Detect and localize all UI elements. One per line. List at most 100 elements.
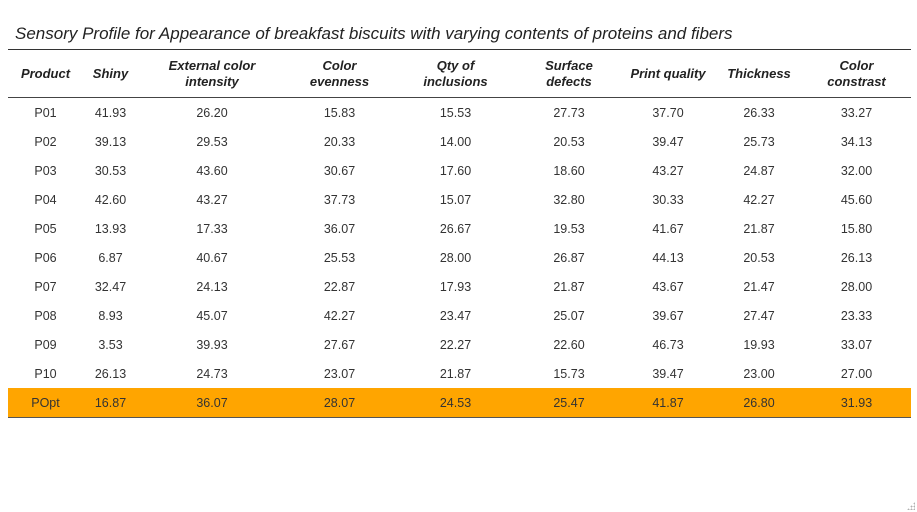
value-cell: 28.00 [439,250,472,265]
value-cell: 39.47 [652,366,684,381]
product-cell: POpt [8,388,83,418]
value-cell: 41.87 [620,388,716,418]
value-cell: 22.60 [553,337,585,352]
value-cell: 32.47 [94,279,127,294]
value-cell: 23.47 [439,308,472,323]
value-cell: 17.60 [439,163,472,178]
value-cell: 15.53 [439,105,472,120]
value-cell: 40.67 [196,250,228,265]
value-cell: 15.07 [439,192,472,207]
table-row: P05 13.93 17.33 36.07 26.67 19.53 41.67 21.87 15… [8,214,911,243]
resize-grip-icon[interactable] [907,502,915,510]
value-cell: 20.33 [323,134,356,149]
table-row: P09 3.53 39.93 27.67 22.27 22.60 46.73 19.93 33.… [8,330,911,359]
value-cell: 33.27 [840,105,873,120]
value-cell: 14.00 [439,134,472,149]
value-cell: 26.33 [743,105,775,120]
value-cell: 21.87 [743,221,775,236]
value-cell: 26.87 [553,250,585,265]
product-cell: P09 [34,337,57,352]
table-row: P01 41.93 26.20 15.83 15.53 27.73 37.70 26.33 33… [8,98,911,128]
table-row: P04 42.60 43.27 37.73 15.07 32.80 30.33 42.27 45… [8,185,911,214]
column-header: Qty of inclusions [393,51,518,98]
table-row: P03 30.53 43.60 30.67 17.60 18.60 43.27 24.87 32… [8,156,911,185]
value-cell: 15.73 [553,366,585,381]
value-cell: 24.87 [743,163,775,178]
value-cell: 41.67 [652,221,684,236]
product-cell: P01 [34,105,57,120]
value-cell: 18.60 [553,163,585,178]
sensory-profile-table: Product Shiny External color intensity Co… [8,51,911,418]
value-cell: 45.07 [196,308,228,323]
value-cell: 19.53 [553,221,585,236]
value-cell: 26.13 [840,250,873,265]
value-cell: 28.00 [840,279,873,294]
value-cell: 26.13 [94,366,127,381]
value-cell: 42.60 [94,192,127,207]
value-cell: 25.47 [518,388,620,418]
value-cell: 39.13 [94,134,127,149]
value-cell: 45.60 [840,192,873,207]
value-cell: 30.67 [323,163,356,178]
value-cell: 23.00 [743,366,775,381]
value-cell: 8.93 [98,308,123,323]
table-row: P06 6.87 40.67 25.53 28.00 26.87 44.13 20.53 26.… [8,243,911,272]
value-cell: 15.80 [840,221,873,236]
value-cell: 21.47 [743,279,775,294]
column-header: Color evenness [286,51,393,98]
value-cell: 22.87 [323,279,356,294]
header-row: Product Shiny External color intensity Co… [8,51,911,98]
value-cell: 25.53 [323,250,356,265]
value-cell: 34.13 [840,134,873,149]
product-cell: P10 [34,366,57,381]
value-cell: 26.67 [439,221,472,236]
value-cell: 20.53 [553,134,585,149]
value-cell: 39.67 [652,308,684,323]
value-cell: 25.07 [553,308,585,323]
value-cell: 43.67 [652,279,684,294]
value-cell: 25.73 [743,134,775,149]
table-title: Sensory Profile for Appearance of breakf… [15,24,733,43]
value-cell: 6.87 [98,250,123,265]
table-row: P02 39.13 29.53 20.33 14.00 20.53 39.47 25.73 34… [8,127,911,156]
value-cell: 43.60 [196,163,228,178]
value-cell: 26.20 [196,105,228,120]
column-header: Color constrast [802,51,911,98]
value-cell: 36.07 [138,388,286,418]
value-cell: 17.93 [439,279,472,294]
product-cell: P03 [34,163,57,178]
table-body: P01 41.93 26.20 15.83 15.53 27.73 37.70 26.33 33… [8,98,911,418]
value-cell: 33.07 [840,337,873,352]
value-cell: 27.73 [553,105,585,120]
value-cell: 21.87 [439,366,472,381]
value-cell: 32.00 [840,163,873,178]
table-row: P10 26.13 24.73 23.07 21.87 15.73 39.47 23.00 27… [8,359,911,388]
value-cell: 28.07 [286,388,393,418]
value-cell: 24.53 [393,388,518,418]
value-cell: 23.07 [323,366,356,381]
value-cell: 30.53 [94,163,127,178]
value-cell: 16.87 [83,388,138,418]
value-cell: 46.73 [652,337,684,352]
product-cell: P04 [34,192,57,207]
column-header: Print quality [620,51,716,98]
value-cell: 13.93 [94,221,127,236]
value-cell: 39.93 [196,337,228,352]
value-cell: 21.87 [553,279,585,294]
value-cell: 42.27 [743,192,775,207]
value-cell: 20.53 [743,250,775,265]
value-cell: 29.53 [196,134,228,149]
value-cell: 26.80 [716,388,802,418]
product-cell: P05 [34,221,57,236]
value-cell: 44.13 [652,250,684,265]
title-divider [8,49,911,50]
column-header: Product [8,51,83,98]
table-row: POpt 16.87 36.07 28.07 24.53 25.47 41.87 26.80 3… [8,388,911,418]
product-cell: P06 [34,250,57,265]
value-cell: 24.73 [196,366,228,381]
value-cell: 43.27 [652,163,684,178]
product-cell: P07 [34,279,57,294]
column-header: Surface defects [518,51,620,98]
value-cell: 30.33 [652,192,684,207]
value-cell: 27.47 [743,308,775,323]
